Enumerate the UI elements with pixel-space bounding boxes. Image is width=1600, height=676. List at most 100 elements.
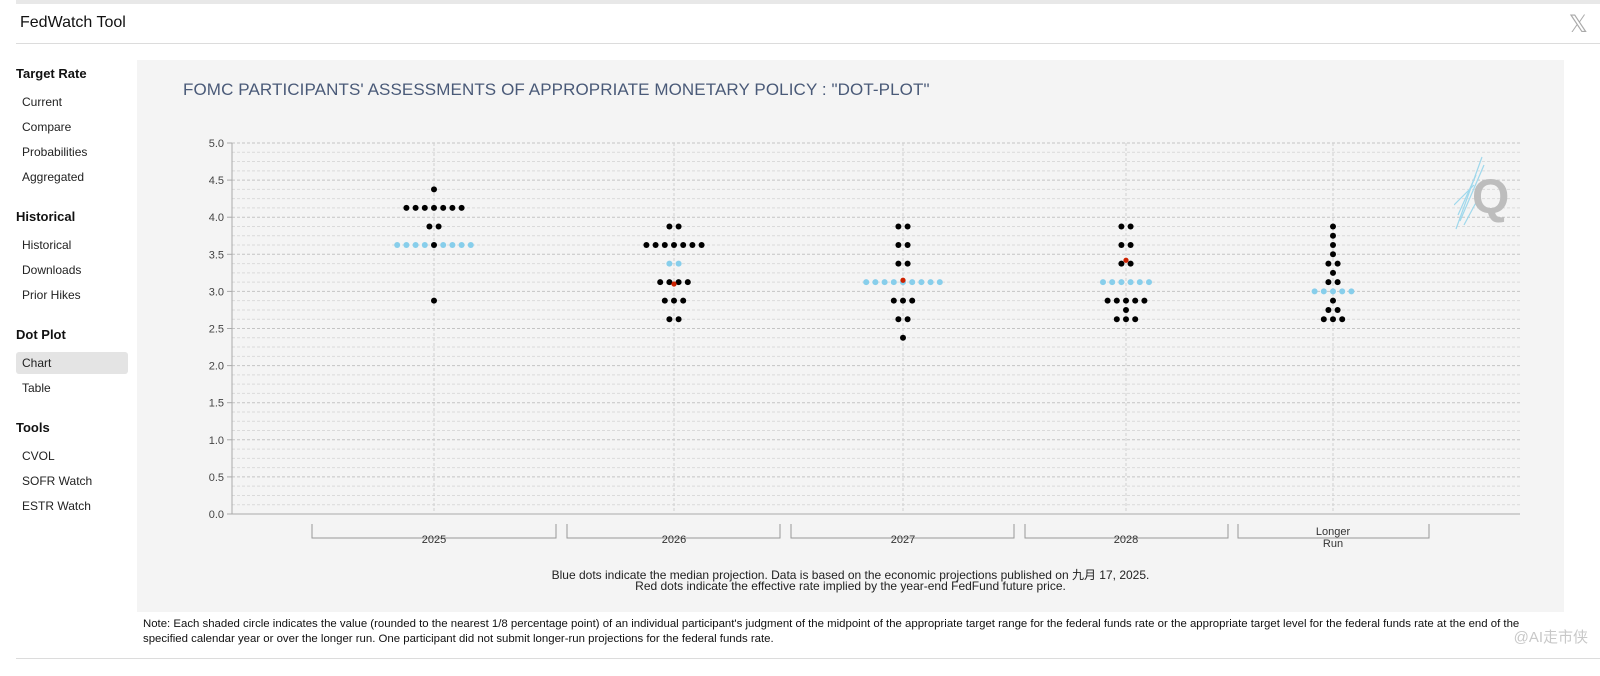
sidebar-gap xyxy=(16,309,128,321)
sidebar-item-table[interactable]: Table xyxy=(22,381,51,395)
participant-dot xyxy=(1127,223,1134,230)
sidebar-item-downloads[interactable]: Downloads xyxy=(22,263,82,277)
participant-dot xyxy=(431,186,437,193)
participant-dot xyxy=(652,242,659,249)
participant-dot xyxy=(675,279,682,286)
participant-dot xyxy=(431,242,437,249)
y-tick-label: 5.0 xyxy=(209,138,224,150)
median-dot xyxy=(1320,288,1327,295)
header: FedWatch Tool 𝕏 xyxy=(16,4,1600,44)
participant-dot xyxy=(1113,297,1120,304)
sidebar-item-historical[interactable]: Historical xyxy=(22,238,72,252)
participant-dot xyxy=(1132,316,1139,323)
participant-dot xyxy=(440,204,447,211)
participant-dot xyxy=(680,297,687,304)
participant-dot xyxy=(675,316,682,323)
median-dot xyxy=(890,279,897,286)
x-tick-label: 2025 xyxy=(422,534,446,546)
participant-dot xyxy=(1325,279,1332,286)
participant-dot xyxy=(895,223,902,230)
sidebar-section-dot-plot: Dot Plot xyxy=(16,327,66,342)
participant-dot xyxy=(449,204,456,211)
participant-dot xyxy=(666,279,673,286)
participant-dot xyxy=(904,242,911,249)
median-dot xyxy=(918,279,925,286)
median-dot xyxy=(881,279,888,286)
participant-dot xyxy=(904,316,911,323)
sidebar-gap xyxy=(16,191,128,203)
bottom-border xyxy=(16,658,1600,659)
caption-median: Blue dots indicate the median projection… xyxy=(551,568,1150,582)
participant-dot xyxy=(900,334,906,341)
participant-dot xyxy=(643,242,650,249)
participant-dot xyxy=(1118,260,1125,267)
effective-rate-dot xyxy=(1123,257,1129,263)
participant-dot xyxy=(895,242,902,249)
chart-title: FOMC PARTICIPANTS' ASSESSMENTS OF APPROP… xyxy=(183,80,930,99)
median-dot xyxy=(863,279,870,286)
sidebar-section-tools: Tools xyxy=(16,420,50,435)
median-dot xyxy=(440,242,447,249)
category-bracket xyxy=(311,524,557,539)
effective-rate-dot xyxy=(671,281,677,287)
participant-dot xyxy=(1330,242,1336,249)
x-tick-label: 2028 xyxy=(1114,534,1138,546)
participant-dot xyxy=(684,279,691,286)
sidebar-item-probabilities[interactable]: Probabilities xyxy=(22,145,88,159)
median-dot xyxy=(675,260,682,267)
participant-dot xyxy=(675,223,682,230)
sidebar-section-target-rate: Target Rate xyxy=(16,66,87,81)
participant-dot xyxy=(1123,306,1129,313)
x-tick-label: Longer Run xyxy=(1316,526,1351,550)
sidebar-section-historical: Historical xyxy=(16,209,76,224)
participant-dot xyxy=(1320,316,1327,323)
participant-dot xyxy=(426,223,433,230)
median-dot xyxy=(421,242,428,249)
participant-dot xyxy=(1123,297,1129,304)
y-tick-label: 3.0 xyxy=(209,286,224,298)
participant-dot xyxy=(1330,297,1336,304)
category-bracket xyxy=(566,524,781,539)
sidebar-item-compare[interactable]: Compare xyxy=(22,120,72,134)
participant-dot xyxy=(1330,223,1336,230)
participant-dot xyxy=(698,242,705,249)
participant-dot xyxy=(666,316,673,323)
participant-dot xyxy=(1330,269,1336,276)
quikstrike-logo-icon: Q xyxy=(1453,155,1514,240)
dot-plot-chart: 0.0 0.5 1.0 1.5 2.0 2.5 3.0 3.5 4.0 4.5 5.0 2025 202… xyxy=(209,138,1520,550)
sidebar-item-current[interactable]: Current xyxy=(22,95,63,109)
participant-dot xyxy=(1132,297,1139,304)
sidebar-item-estr-watch[interactable]: ESTR Watch xyxy=(22,499,91,513)
app-title: FedWatch Tool xyxy=(20,14,126,31)
participant-dot xyxy=(1325,260,1332,267)
participant-dot xyxy=(904,223,911,230)
median-dot xyxy=(403,242,410,249)
participant-dot xyxy=(1113,316,1120,323)
median-dot xyxy=(458,242,465,249)
x-share-icon[interactable]: 𝕏 xyxy=(1568,10,1588,38)
effective-rate-dot xyxy=(900,277,906,283)
participant-dot xyxy=(661,242,668,249)
svg-text:Q: Q xyxy=(1472,171,1509,224)
participant-dot xyxy=(1118,242,1125,249)
y-tick-label: 2.5 xyxy=(209,324,224,336)
participant-dot xyxy=(1334,279,1341,286)
sidebar-item-aggregated[interactable]: Aggregated xyxy=(22,170,85,184)
participant-dot xyxy=(1334,306,1341,313)
sidebar-item-prior-hikes[interactable]: Prior Hikes xyxy=(22,288,81,302)
median-dot xyxy=(1118,279,1125,286)
participant-dot xyxy=(895,316,902,323)
sidebar-item-sofr-watch[interactable]: SOFR Watch xyxy=(22,474,93,488)
sidebar-item-cvol[interactable]: CVOL xyxy=(22,449,55,463)
sidebar-gap xyxy=(16,520,128,532)
participant-dot xyxy=(458,204,465,211)
sidebar-item-chart[interactable]: Chart xyxy=(16,352,128,374)
chart-panel: FOMC PARTICIPANTS' ASSESSMENTS OF APPROP… xyxy=(137,60,1564,612)
participant-dot xyxy=(412,204,419,211)
median-dot xyxy=(1136,279,1143,286)
participant-dot xyxy=(1339,316,1346,323)
participant-dot xyxy=(1127,242,1134,249)
participant-dot xyxy=(666,223,673,230)
median-dot xyxy=(394,242,401,249)
top-border xyxy=(16,0,1600,4)
